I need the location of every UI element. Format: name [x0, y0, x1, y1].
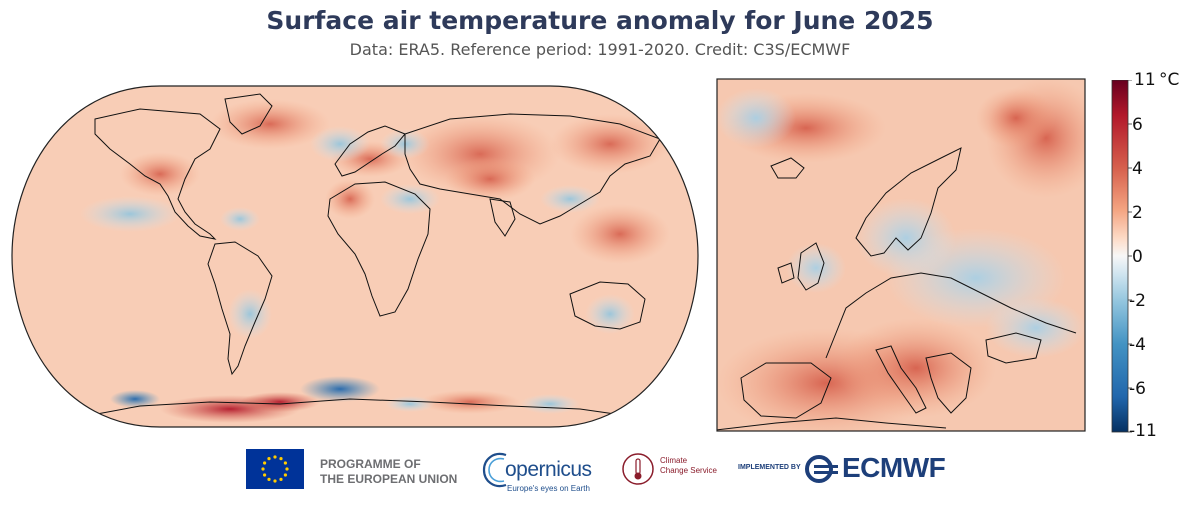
page-title: Surface air temperature anomaly for June… — [266, 6, 934, 35]
c3s-text: Climate Change Service — [660, 456, 717, 476]
eu-programme-text: PROGRAMME OF THE EUROPEAN UNION — [320, 457, 457, 487]
c3s-text-line1: Climate — [660, 456, 688, 465]
colorbar-tick-neg11: -11 — [1129, 421, 1157, 441]
colorbar-tick-neg2: -2 — [1129, 291, 1146, 311]
temperature-colorbar — [1111, 80, 1132, 433]
copernicus-logo-icon — [482, 452, 507, 488]
c3s-text-line2: Change Service — [660, 466, 717, 475]
colorbar-tick-2: 2 — [1132, 203, 1143, 223]
ecmwf-logo-icon — [805, 455, 838, 483]
logo-footer: PROGRAMME OF THE EUROPEAN UNION opernicu… — [0, 445, 1200, 505]
colorbar-gradient — [1111, 80, 1129, 433]
eu-flag-icon — [246, 449, 304, 489]
page-subtitle: Data: ERA5. Reference period: 1991-2020.… — [349, 40, 851, 59]
eu-text-line2: THE EUROPEAN UNION — [320, 472, 458, 486]
colorbar-tick-6: 6 — [1132, 115, 1143, 135]
colorbar-tick-neg4: -4 — [1129, 335, 1146, 355]
europe-anomaly-map — [716, 78, 1086, 432]
copernicus-name: opernicus — [505, 458, 592, 481]
colorbar-tick-4: 4 — [1132, 159, 1143, 179]
ecmwf-name: ECMWF — [842, 452, 946, 483]
colorbar-tick-11: 11 — [1134, 70, 1156, 90]
eu-text-line1: PROGRAMME OF — [320, 457, 421, 471]
implemented-by-label: IMPLEMENTED BY — [738, 464, 801, 471]
world-anomaly-map — [11, 85, 699, 428]
copernicus-tagline: Europe's eyes on Earth — [507, 484, 590, 493]
colorbar-tick-0: 0 — [1132, 247, 1143, 267]
colorbar-tick-neg6: -6 — [1129, 379, 1146, 399]
climate-change-service-icon — [622, 453, 654, 485]
colorbar-unit: °C — [1159, 70, 1180, 90]
